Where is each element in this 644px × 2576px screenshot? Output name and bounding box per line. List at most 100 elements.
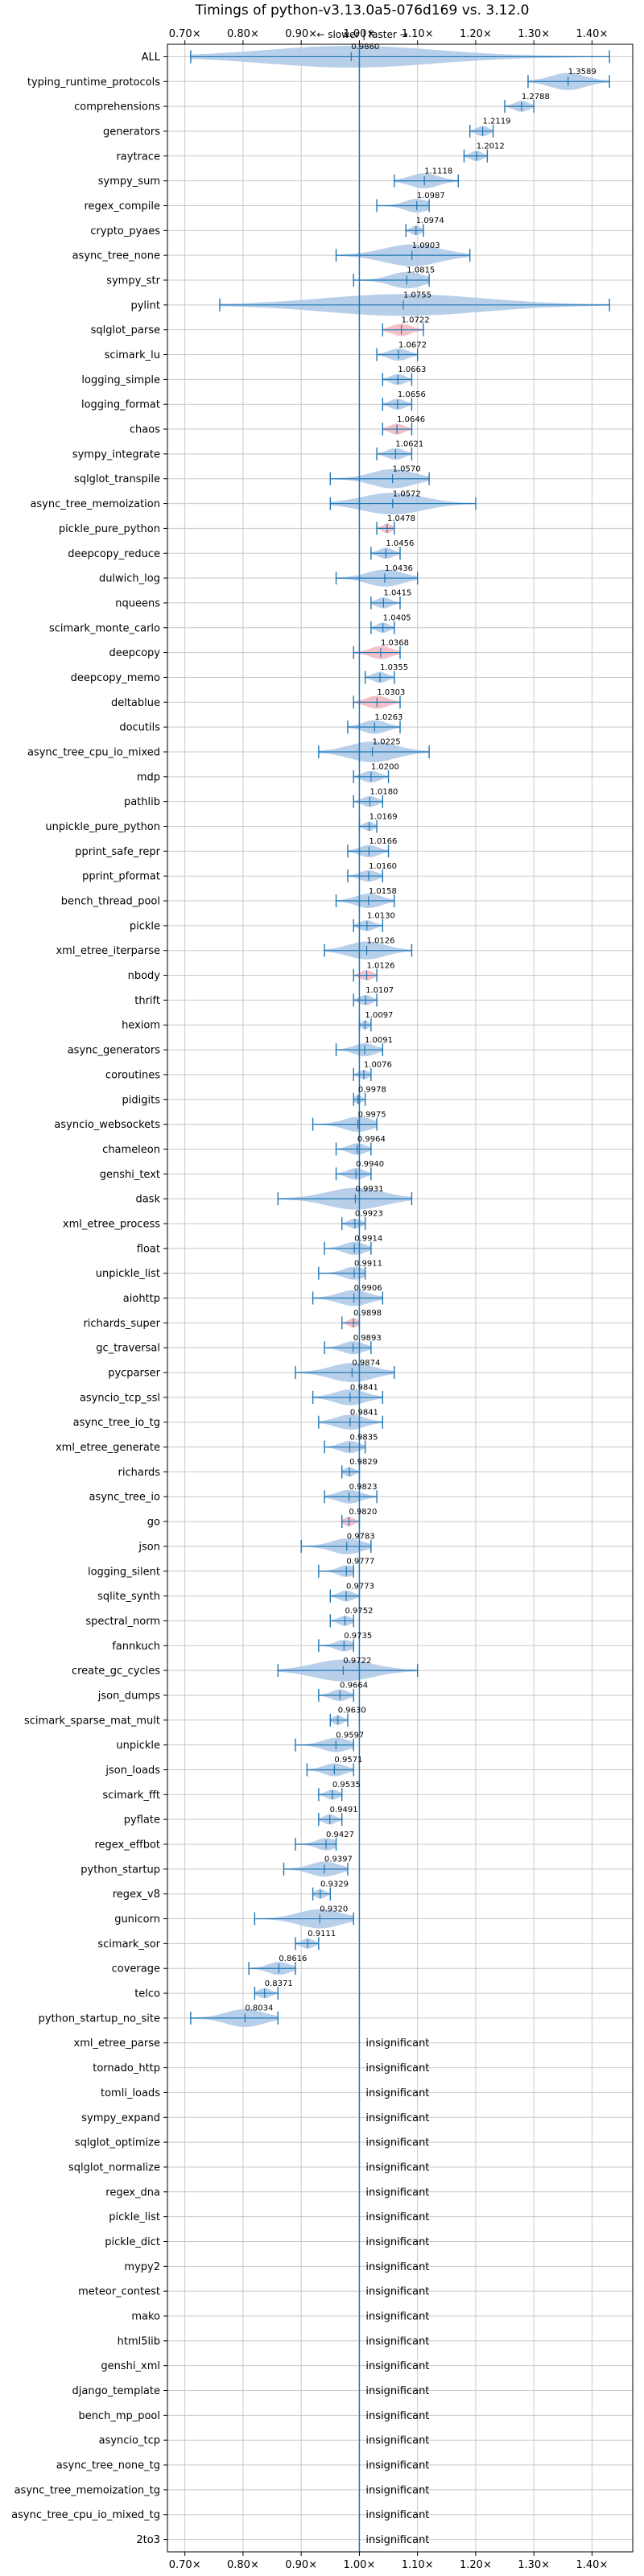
benchmark-value-label: 1.0126 (367, 961, 395, 970)
benchmark-label: unpickle_list (96, 1268, 160, 1280)
benchmark-label: pycparser (108, 1368, 160, 1380)
x-tick-label-top: 0.70× (169, 28, 201, 40)
benchmark-value-label: 0.8371 (265, 1979, 293, 1988)
benchmark-value-label: 1.0107 (365, 986, 394, 995)
benchmark-label: django_template (72, 2385, 160, 2397)
benchmark-label: scimark_sor (97, 1938, 160, 1951)
benchmark-label: hexiom (122, 1020, 160, 1032)
benchmark-value-label: 1.0166 (369, 837, 397, 846)
benchmark-value-label: 0.9783 (347, 1533, 375, 1542)
benchmark-label: pickle_pure_python (59, 523, 160, 535)
insignificant-label: insignificant (365, 2112, 429, 2124)
benchmark-label: deepcopy_reduce (68, 548, 160, 560)
insignificant-label: insignificant (365, 2137, 429, 2149)
insignificant-label: insignificant (365, 2534, 429, 2546)
benchmark-label: async_tree_cpu_io_mixed (27, 746, 160, 758)
x-tick-label-bottom: 1.00× (344, 2559, 376, 2571)
insignificant-label: insignificant (365, 2460, 429, 2472)
benchmark-label: deltablue (111, 697, 160, 709)
benchmark-value-label: 1.0180 (369, 787, 398, 796)
benchmark-label: json (138, 1541, 160, 1553)
benchmark-label: sympy_str (106, 275, 160, 287)
insignificant-label: insignificant (365, 2236, 429, 2248)
benchmark-label: crypto_pyaes (90, 225, 160, 237)
benchmark-label: chaos (130, 424, 160, 436)
x-tick-label-top: 1.40× (576, 28, 609, 40)
benchmark-value-label: 0.9893 (353, 1334, 382, 1343)
benchmark-value-label: 0.9820 (349, 1508, 377, 1517)
benchmark-value-label: 1.0158 (369, 887, 397, 896)
benchmark-value-label: 1.0160 (369, 862, 397, 871)
benchmark-label: sympy_sum (98, 175, 160, 188)
benchmark-value-label: 0.9597 (336, 1731, 364, 1740)
benchmark-label: scimark_sparse_mat_mult (24, 1715, 160, 1727)
benchmark-label: mypy2 (124, 2261, 160, 2273)
benchmark-value-label: 1.0572 (393, 489, 421, 498)
benchmark-value-label: 1.0646 (397, 415, 425, 424)
benchmark-label: comprehensions (74, 101, 160, 114)
benchmark-label: bench_mp_pool (78, 2410, 160, 2422)
benchmark-value-label: 0.9964 (357, 1135, 386, 1144)
insignificant-label: insignificant (365, 2509, 429, 2521)
benchmark-label: dask (135, 1194, 160, 1206)
benchmark-label: richards_super (83, 1318, 160, 1330)
insignificant-label: insignificant (365, 2087, 429, 2099)
benchmark-value-label: 1.0263 (374, 713, 402, 722)
benchmark-label: docutils (119, 722, 160, 734)
benchmark-label: meteor_contest (78, 2286, 160, 2298)
benchmark-value-label: 0.9535 (332, 1781, 361, 1790)
benchmark-label: nbody (128, 970, 161, 982)
benchmark-label: gunicorn (114, 1913, 160, 1926)
benchmark-label: fannkuch (112, 1641, 160, 1653)
chart-title: Timings of python-v3.13.0a5-076d169 vs. … (194, 2, 529, 19)
benchmark-label: scimark_monte_carlo (49, 622, 160, 634)
benchmark-label: richards (118, 1467, 161, 1479)
benchmark-value-label: 1.0672 (398, 341, 427, 349)
insignificant-label: insignificant (365, 2435, 429, 2447)
benchmark-value-label: 1.0368 (381, 638, 409, 647)
benchmark-value-label: 1.0355 (380, 663, 408, 672)
benchmark-label: pyflate (124, 1814, 160, 1827)
x-tick-label-top: 1.20× (460, 28, 492, 40)
benchmark-label: async_tree_memoization (30, 498, 160, 510)
benchmark-value-label: 1.0091 (365, 1036, 393, 1045)
insignificant-label: insignificant (365, 2410, 429, 2422)
benchmark-value-label: 1.0903 (412, 242, 440, 250)
benchmark-label: sqlglot_transpile (74, 473, 160, 485)
benchmark-value-label: 0.9397 (324, 1856, 353, 1864)
benchmark-label: deepcopy (109, 647, 160, 659)
benchmark-label: async_tree_none (72, 250, 160, 262)
benchmark-value-label: 1.0405 (383, 614, 411, 623)
benchmark-label: async_tree_cpu_io_mixed_tg (11, 2509, 160, 2521)
insignificant-label: insignificant (365, 2385, 429, 2397)
benchmark-label: dulwich_log (99, 573, 160, 585)
benchmark-label: tomli_loads (101, 2087, 160, 2099)
benchmark-label: aiohttp (123, 1293, 160, 1305)
plot-frame (167, 43, 634, 2553)
benchmark-value-label: 1.0570 (393, 464, 421, 473)
benchmark-value-label: 1.2012 (477, 142, 505, 151)
benchmark-label: gc_traversal (96, 1343, 160, 1355)
benchmark-label: float (137, 1243, 160, 1255)
benchmark-value-label: 0.9898 (353, 1309, 382, 1318)
benchmark-label: 2to3 (136, 2534, 160, 2546)
benchmark-value-label: 1.0478 (387, 514, 415, 523)
benchmark-value-label: 1.0169 (369, 812, 398, 821)
benchmark-label: ALL (142, 52, 161, 64)
x-tick-label-top: 1.10× (402, 28, 434, 40)
benchmark-label: scimark_lu (105, 349, 160, 361)
benchmark-label: xml_etree_process (63, 1218, 160, 1230)
insignificant-label: insignificant (365, 2261, 429, 2273)
benchmark-value-label: 1.1118 (424, 167, 452, 175)
benchmark-value-label: 0.8034 (245, 2004, 273, 2013)
benchmark-label: sympy_integrate (72, 448, 160, 460)
insignificant-label: insignificant (365, 2311, 429, 2323)
benchmark-value-label: 0.9914 (354, 1235, 382, 1244)
benchmark-label: thrift (134, 995, 160, 1007)
benchmark-value-label: 0.9111 (308, 1930, 336, 1938)
benchmark-label: coroutines (105, 1069, 160, 1081)
benchmark-label: genshi_xml (101, 2360, 160, 2372)
benchmark-label: logging_silent (88, 1566, 160, 1578)
benchmark-value-label: 0.9571 (334, 1756, 362, 1765)
